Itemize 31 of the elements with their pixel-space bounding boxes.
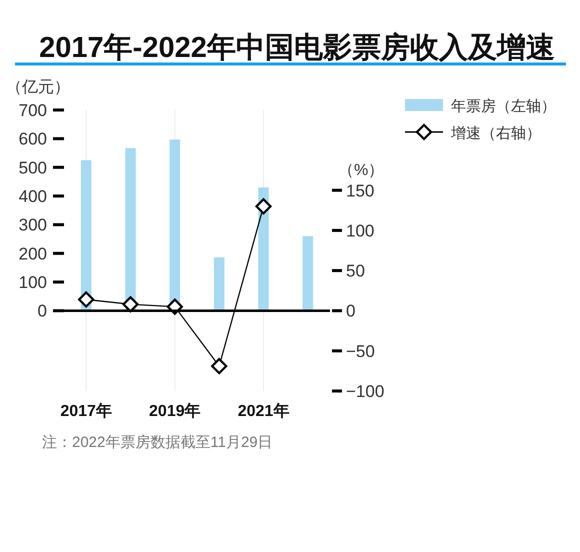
bar	[214, 257, 224, 311]
y-axis-title: （亿元）	[6, 79, 70, 96]
point	[78, 291, 94, 308]
point	[211, 358, 228, 374]
y2-tick-label: 0	[346, 302, 356, 321]
x-tick-label: 2021年	[238, 402, 290, 420]
point	[122, 296, 139, 312]
y2-tick-label: 50	[346, 262, 365, 281]
bar	[125, 148, 136, 311]
y-tick-label: 100	[18, 273, 47, 292]
point	[255, 198, 272, 214]
bar	[80, 160, 92, 311]
y-tick-label: 600	[18, 130, 47, 149]
y2-tick-label: −50	[346, 342, 375, 361]
y-tick-label: 500	[18, 158, 47, 178]
y-tick-label: 200	[18, 244, 47, 264]
y-tick-label: 700	[18, 101, 47, 120]
y2-tick-label: 100	[346, 221, 374, 240]
x-tick-label: 2017年	[60, 402, 112, 420]
x-tick-label: 2019年	[149, 402, 201, 420]
y-tick-label: 300	[18, 216, 47, 235]
y-tick-label: 0	[38, 302, 47, 321]
annotations: 注：2022年票房数据截至11月29日	[42, 434, 273, 451]
y2-tick-label: −100	[346, 382, 384, 401]
y-tick-label: 400	[18, 187, 47, 206]
bar	[302, 236, 314, 311]
legend-label: 年票房（左轴）	[451, 98, 556, 115]
y2-axis-title: （%）	[338, 162, 384, 179]
y2-tick-label: 150	[346, 181, 374, 200]
legend-label: 增速（右轴）	[450, 125, 541, 142]
title: 2017年-2022年中国电影票房收入及增速	[15, 32, 566, 66]
